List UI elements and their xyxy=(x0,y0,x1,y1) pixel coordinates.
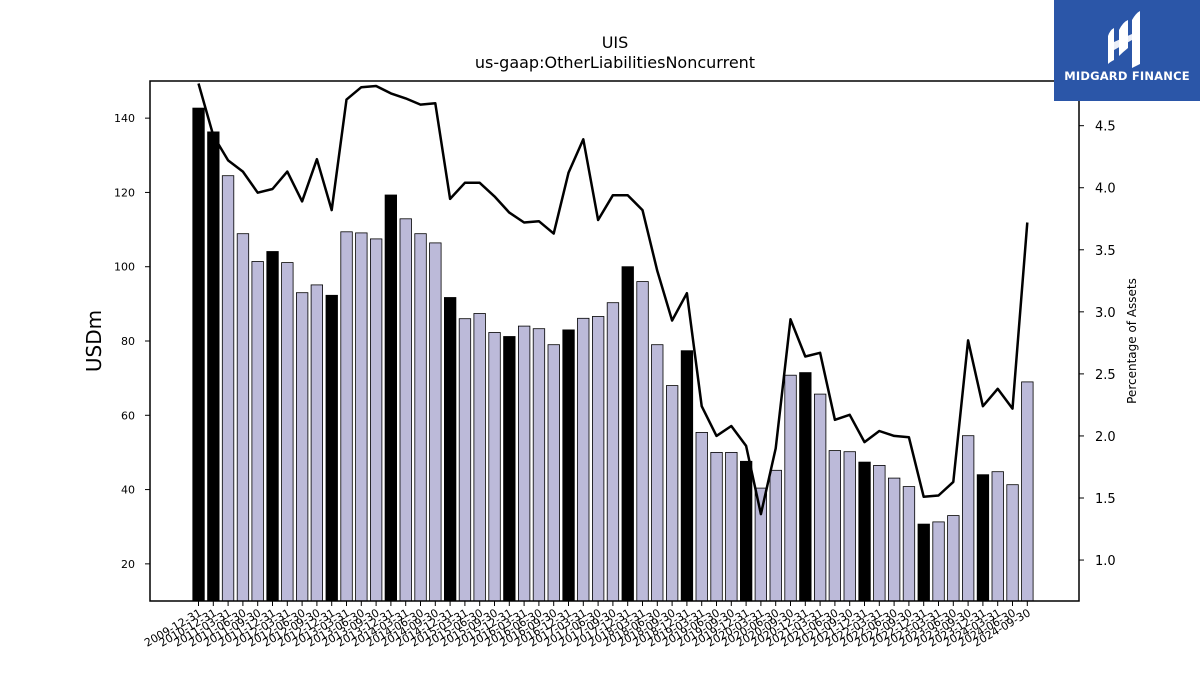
x-axis: 2009-12-312010-12-312011-03-312011-06-30… xyxy=(142,601,1033,650)
bar xyxy=(518,325,531,602)
bar xyxy=(295,292,309,602)
brand-logo: MIDGARD FINANCE xyxy=(1054,0,1200,101)
y2-tick-label: 1.5 xyxy=(1095,492,1116,507)
bar xyxy=(769,469,782,602)
bar xyxy=(340,231,353,602)
bar xyxy=(236,233,250,602)
bar xyxy=(754,487,767,602)
bar xyxy=(888,477,901,602)
y2-tick-label: 1.0 xyxy=(1095,554,1116,569)
bar xyxy=(843,451,856,602)
bar xyxy=(532,328,546,602)
bar xyxy=(1006,484,1019,602)
bar xyxy=(488,332,501,602)
bar xyxy=(710,451,723,602)
y-tick-label: 20 xyxy=(121,558,135,571)
y-tick-label: 60 xyxy=(121,409,135,422)
bar xyxy=(858,461,871,602)
bar xyxy=(562,329,575,602)
bar xyxy=(577,317,590,602)
y-tick-label: 120 xyxy=(114,186,135,199)
bar xyxy=(310,284,324,602)
bar xyxy=(991,471,1004,602)
bar xyxy=(976,474,990,602)
logo-text: MIDGARD FINANCE xyxy=(1064,69,1190,83)
bar xyxy=(621,266,634,602)
logo-mark-icon xyxy=(1108,11,1140,68)
bar xyxy=(355,232,368,602)
chart-subtitle: us-gaap:OtherLiabilitiesNoncurrent xyxy=(475,53,755,72)
y2-tick-label: 2.5 xyxy=(1095,368,1116,383)
bar xyxy=(384,194,398,602)
bar xyxy=(1021,381,1034,602)
y-tick-label: 140 xyxy=(114,112,135,125)
bar xyxy=(443,297,457,602)
bar xyxy=(799,372,812,602)
bar xyxy=(207,131,220,602)
bar xyxy=(266,251,279,602)
bar xyxy=(606,302,620,602)
bar xyxy=(414,233,427,602)
bar xyxy=(636,281,649,602)
bar xyxy=(192,107,205,602)
bar xyxy=(828,450,841,602)
bar xyxy=(325,294,338,602)
bar xyxy=(962,435,975,602)
y-axis-label: USDm xyxy=(82,310,106,372)
bar-series xyxy=(192,107,1034,602)
bar xyxy=(369,238,383,602)
bar xyxy=(429,242,442,602)
bar xyxy=(503,336,516,602)
bar xyxy=(399,218,412,602)
bar xyxy=(473,313,486,602)
bar xyxy=(221,175,235,602)
bar xyxy=(666,385,679,602)
bar xyxy=(873,464,886,602)
y2-tick-label: 3.5 xyxy=(1095,244,1116,259)
bar xyxy=(547,344,560,602)
y2-tick-label: 2.0 xyxy=(1095,430,1116,445)
percentage-line xyxy=(197,83,1029,516)
bar xyxy=(651,344,664,602)
y2-tick-label: 4.0 xyxy=(1095,182,1116,197)
bar xyxy=(725,451,738,602)
y2-tick-label: 3.0 xyxy=(1095,306,1116,321)
y-axis-left: 20 40 60 80 100 120 140 xyxy=(114,112,150,571)
bar xyxy=(740,460,753,602)
bar xyxy=(458,318,472,602)
bar xyxy=(932,521,945,602)
bar xyxy=(917,523,930,602)
y2-tick-label: 4.5 xyxy=(1095,120,1116,135)
y-tick-label: 80 xyxy=(121,335,135,348)
bar xyxy=(251,261,264,602)
bar xyxy=(680,350,694,602)
y-axis-right: 1.0 1.5 2.0 2.5 3.0 3.5 4.0 4.5 xyxy=(1079,120,1116,569)
bar xyxy=(814,393,827,602)
line-series xyxy=(197,83,1029,516)
y-tick-label: 100 xyxy=(114,261,135,274)
bar xyxy=(947,515,960,602)
y2-axis-label: Percentage of Assets xyxy=(1125,278,1139,404)
bar xyxy=(902,486,916,602)
bar xyxy=(695,431,708,602)
bar xyxy=(281,262,294,602)
y-tick-label: 40 xyxy=(121,484,135,497)
bar xyxy=(784,374,797,602)
chart-title: UIS xyxy=(602,33,629,52)
bar xyxy=(592,316,605,602)
